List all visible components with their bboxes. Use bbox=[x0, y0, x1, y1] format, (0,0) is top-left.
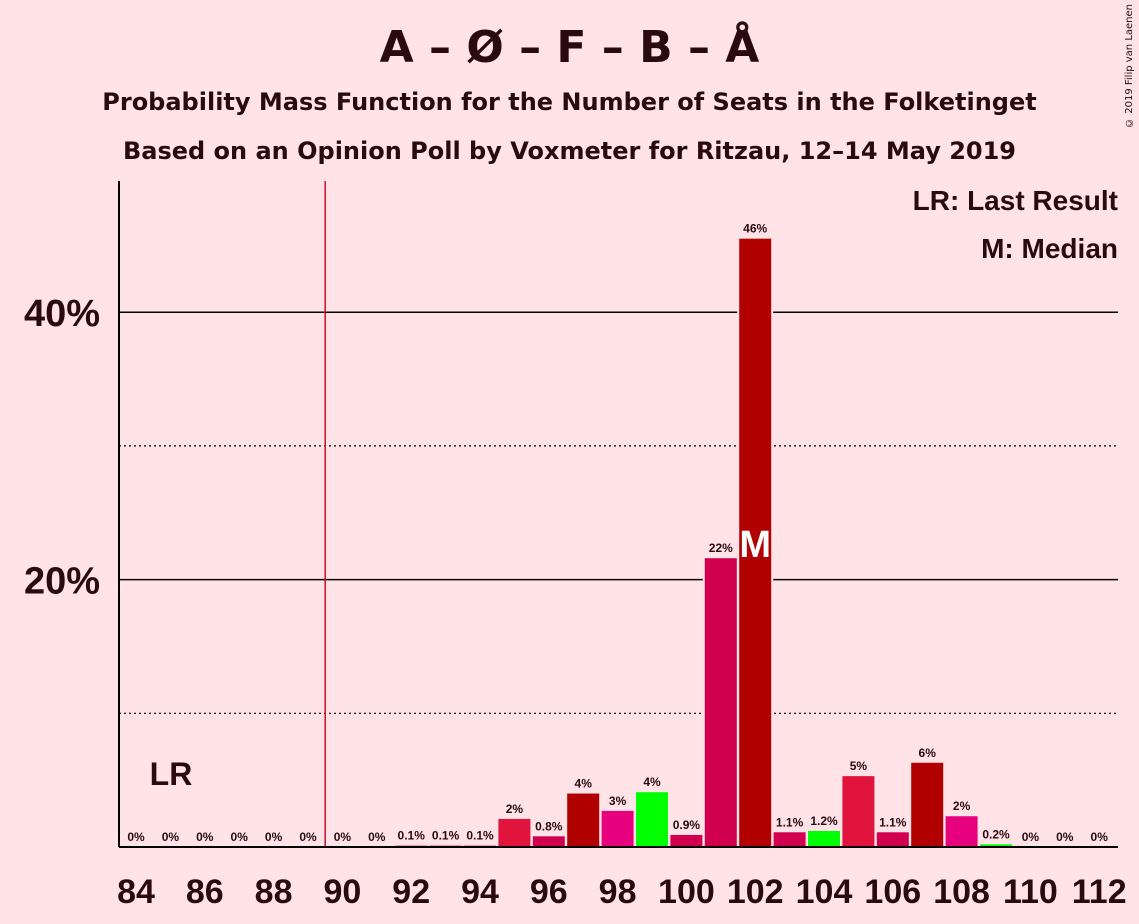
x-tick-label: 102 bbox=[727, 873, 784, 911]
median-marker: M bbox=[739, 524, 771, 566]
bar-seat-101 bbox=[704, 558, 737, 847]
bar-value-label: 4% bbox=[643, 775, 661, 789]
x-tick-label: 96 bbox=[530, 873, 568, 911]
bar-seat-109 bbox=[980, 844, 1012, 847]
bar-seat-102 bbox=[739, 238, 772, 848]
bar-value-label: 0% bbox=[1091, 830, 1109, 844]
bar-gap bbox=[427, 843, 464, 847]
bar-gap bbox=[393, 843, 430, 847]
x-tick-label: 86 bbox=[186, 873, 224, 911]
bar-value-label: 0% bbox=[1022, 830, 1040, 844]
bar-value-label: 0.9% bbox=[673, 818, 701, 832]
bar-value-label: 0% bbox=[1056, 830, 1074, 844]
bar-value-label: 2% bbox=[953, 799, 971, 813]
last-result-label: LR bbox=[150, 756, 193, 792]
bar-value-label: 6% bbox=[919, 746, 937, 760]
bar-seat-96 bbox=[532, 836, 565, 847]
x-tick-label: 110 bbox=[1003, 873, 1058, 911]
legend-last-result: LR: Last Result bbox=[913, 185, 1118, 216]
x-tick-label: 104 bbox=[796, 873, 853, 911]
bar-value-label: 2% bbox=[506, 802, 524, 816]
bar-value-label: 0% bbox=[299, 830, 317, 844]
bar-value-label: 0% bbox=[265, 830, 283, 844]
bar-value-label: 0% bbox=[162, 830, 180, 844]
bar-value-label: 1.1% bbox=[879, 815, 907, 829]
bar-value-label: 0% bbox=[368, 830, 386, 844]
x-tick-label: 98 bbox=[599, 873, 637, 911]
bar-value-label: 22% bbox=[709, 541, 733, 555]
bar-seat-103 bbox=[773, 832, 806, 847]
bar-seat-107 bbox=[911, 762, 944, 847]
x-tick-label: 108 bbox=[933, 873, 990, 911]
x-tick-label: 88 bbox=[255, 873, 293, 911]
bar-seat-104 bbox=[808, 830, 840, 847]
chart-subtitle-2: Based on an Opinion Poll by Voxmeter for… bbox=[122, 137, 1017, 165]
bar-gap bbox=[462, 843, 498, 847]
bar-seat-105 bbox=[842, 776, 875, 847]
bar-value-label: 0% bbox=[231, 830, 249, 844]
legend-median: M: Median bbox=[981, 233, 1118, 264]
bar-value-label: 0.1% bbox=[466, 829, 494, 843]
bar-value-label: 0.8% bbox=[535, 819, 563, 833]
bar-value-label: 1.2% bbox=[810, 814, 838, 828]
bar-value-label: 0% bbox=[334, 830, 352, 844]
bar-value-label: 46% bbox=[743, 222, 767, 236]
x-tick-label: 106 bbox=[864, 873, 921, 911]
bar-seat-97 bbox=[567, 793, 600, 847]
x-tick-label: 94 bbox=[461, 873, 499, 911]
x-tick-label: 112 bbox=[1072, 873, 1127, 911]
bar-value-label: 1.1% bbox=[776, 815, 804, 829]
bar-seat-108 bbox=[945, 816, 978, 847]
chart-title: A – Ø – F – B – Å bbox=[379, 22, 760, 73]
bar-seat-98 bbox=[601, 810, 634, 847]
bar-value-label: 0.2% bbox=[982, 827, 1010, 841]
bar-seat-99 bbox=[636, 792, 668, 847]
bar-value-label: 3% bbox=[609, 794, 627, 808]
chart-subtitle: Probability Mass Function for the Number… bbox=[102, 88, 1037, 116]
bar-value-label: 0% bbox=[127, 830, 145, 844]
bar-value-label: 0% bbox=[196, 830, 214, 844]
y-tick-label: 40% bbox=[24, 293, 100, 335]
bar-value-label: 5% bbox=[850, 759, 868, 773]
x-tick-label: 92 bbox=[392, 873, 430, 911]
bar-seat-95 bbox=[498, 818, 531, 847]
bar-seat-106 bbox=[876, 832, 909, 847]
y-tick-label: 20% bbox=[24, 561, 100, 603]
x-tick-label: 100 bbox=[658, 873, 715, 911]
bar-value-label: 4% bbox=[575, 777, 593, 791]
bar-value-label: 0.1% bbox=[432, 829, 460, 843]
bar-seat-100 bbox=[670, 834, 703, 847]
bar-value-label: 0.1% bbox=[398, 829, 426, 843]
x-tick-label: 84 bbox=[117, 873, 155, 911]
x-tick-label: 90 bbox=[323, 873, 361, 911]
